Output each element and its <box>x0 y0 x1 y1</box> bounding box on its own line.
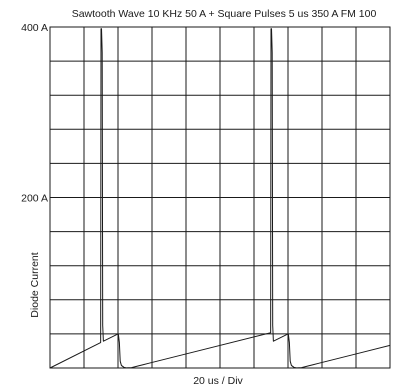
y-tick-labels: 400 A 200 A <box>21 22 48 205</box>
y-tick-label: 200 A <box>21 193 48 205</box>
current-trace <box>49 28 391 369</box>
x-axis-label: 20 us / Div <box>193 375 243 387</box>
y-axis-label: Diode Current <box>29 252 41 317</box>
y-tick-label: 400 A <box>21 22 48 34</box>
chart-grid <box>49 26 391 369</box>
chart-title: Sawtooth Wave 10 KHz 50 A + Square Pulse… <box>72 8 377 20</box>
